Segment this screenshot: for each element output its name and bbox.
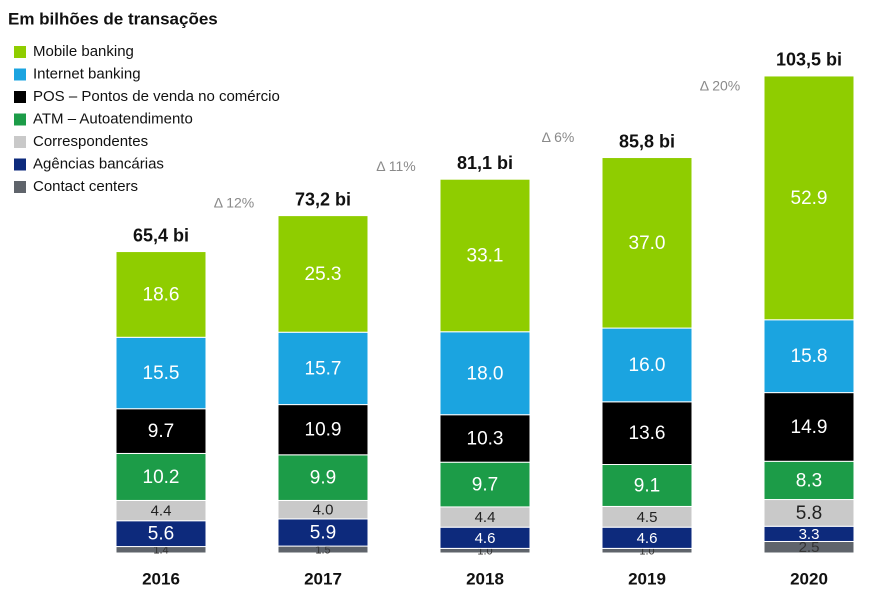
legend-swatch xyxy=(14,158,26,171)
value-label: 33.1 xyxy=(467,245,504,266)
value-label: 15.8 xyxy=(791,346,828,367)
growth-label: Δ 6% xyxy=(542,129,575,145)
legend-label: Contact centers xyxy=(33,178,138,195)
total-label: 65,4 bi xyxy=(133,225,189,245)
bar-segment xyxy=(277,215,369,333)
x-tick-label: 2020 xyxy=(790,569,828,588)
bar-segment xyxy=(439,178,531,333)
value-label: 14.9 xyxy=(791,417,828,438)
growth-label: Δ 20% xyxy=(700,77,741,93)
legend-label: Internet banking xyxy=(33,65,141,82)
bar-segment xyxy=(763,392,855,462)
legend-swatch xyxy=(14,136,26,148)
legend-label: Agências bancárias xyxy=(33,155,164,172)
bar-segment xyxy=(115,408,207,454)
value-label: 37.0 xyxy=(629,233,666,254)
legend-swatch xyxy=(14,68,26,81)
legend-swatch xyxy=(14,46,26,58)
value-label: 5.8 xyxy=(796,503,822,524)
value-label: 9.7 xyxy=(472,475,498,496)
value-label: 52.9 xyxy=(791,188,828,209)
value-label: 1.4 xyxy=(153,545,168,557)
total-label: 85,8 bi xyxy=(619,131,675,151)
value-label: 2.5 xyxy=(799,539,820,556)
value-label: 4.6 xyxy=(475,530,496,547)
bar-segment xyxy=(763,75,855,321)
legend-swatch xyxy=(14,181,26,193)
value-label: 13.6 xyxy=(629,423,666,444)
total-label: 103,5 bi xyxy=(776,50,842,70)
value-label: 4.6 xyxy=(637,530,658,547)
x-tick-label: 2017 xyxy=(304,569,342,588)
bar-segment xyxy=(115,336,207,410)
chart-title: Em bilhões de transações xyxy=(8,9,218,28)
value-label: 4.0 xyxy=(313,502,334,519)
x-tick-label: 2018 xyxy=(466,569,504,588)
total-label: 73,2 bi xyxy=(295,189,351,209)
growth-label: Δ 12% xyxy=(214,194,255,210)
value-label: 25.3 xyxy=(305,264,342,285)
value-label: 4.5 xyxy=(637,509,658,526)
value-label: 5.9 xyxy=(310,523,336,544)
bar-segment xyxy=(115,452,207,501)
x-tick-label: 2016 xyxy=(142,569,180,588)
value-label: 9.9 xyxy=(310,468,336,489)
value-label: 15.7 xyxy=(305,358,342,379)
bar-segment xyxy=(115,520,207,548)
growth-label: Δ 11% xyxy=(376,158,415,174)
total-label: 81,1 bi xyxy=(457,153,513,173)
value-label: 10.2 xyxy=(143,467,180,488)
value-label: 8.3 xyxy=(796,470,822,491)
bar-segment xyxy=(439,461,531,508)
bar-segment xyxy=(277,331,369,406)
legend-label: POS – Pontos de venda no comércio xyxy=(33,88,280,105)
value-label: 16.0 xyxy=(629,355,666,376)
value-label: 3.3 xyxy=(799,526,820,543)
value-label: 4.4 xyxy=(151,503,172,520)
bar-segment xyxy=(439,414,531,463)
value-label: 9.7 xyxy=(148,421,174,442)
legend-label: Mobile banking xyxy=(33,43,134,60)
legend-swatch xyxy=(14,91,26,103)
value-label: 10.3 xyxy=(467,428,504,449)
bar-segment xyxy=(763,460,855,501)
value-label: 18.6 xyxy=(143,284,180,305)
value-label: 1.5 xyxy=(315,544,330,556)
bar-segment xyxy=(601,401,693,466)
value-label: 15.5 xyxy=(143,363,180,384)
bar-segment xyxy=(115,251,207,338)
legend-label: ATM – Autoatendimento xyxy=(33,110,193,127)
bar-segment xyxy=(601,464,693,507)
value-label: 10.9 xyxy=(305,420,342,441)
value-label: 9.1 xyxy=(634,475,660,496)
bar-segment xyxy=(277,454,369,501)
bar-segment xyxy=(601,157,693,329)
x-tick-label: 2019 xyxy=(628,569,666,588)
bar-segment xyxy=(439,331,531,416)
value-label: 5.6 xyxy=(148,524,174,545)
legend-swatch xyxy=(14,113,26,126)
value-label: 18.0 xyxy=(467,363,504,384)
bar-segment xyxy=(277,518,369,547)
legend-label: Correspondentes xyxy=(33,133,148,150)
value-label: 4.4 xyxy=(475,509,496,526)
